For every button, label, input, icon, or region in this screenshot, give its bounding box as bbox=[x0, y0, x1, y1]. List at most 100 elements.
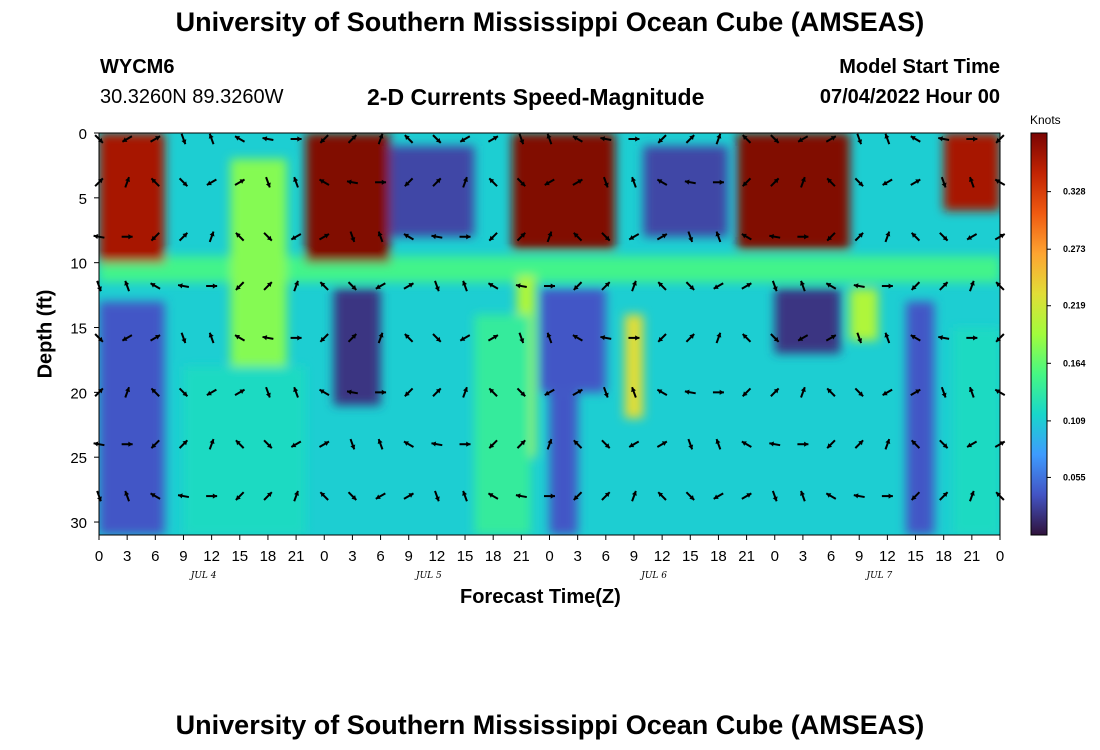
current-arrow bbox=[741, 134, 752, 144]
current-arrow bbox=[377, 133, 384, 145]
current-arrow bbox=[290, 440, 302, 448]
x-tick-label: 0 bbox=[996, 548, 1004, 565]
current-arrow bbox=[431, 441, 443, 447]
current-arrow bbox=[910, 388, 921, 396]
current-arrow bbox=[882, 178, 893, 186]
current-arrow bbox=[234, 388, 246, 396]
current-arrow bbox=[771, 490, 778, 502]
current-arrow bbox=[487, 492, 499, 500]
current-arrow bbox=[347, 491, 358, 501]
current-arrow bbox=[600, 136, 612, 142]
day-label: JUL 5 bbox=[414, 571, 442, 581]
current-arrow bbox=[769, 233, 781, 240]
current-arrow bbox=[515, 283, 527, 289]
current-arrow bbox=[518, 332, 525, 344]
current-arrow bbox=[290, 136, 302, 142]
current-arrow bbox=[150, 232, 160, 242]
current-arrow bbox=[318, 178, 330, 186]
current-vectors bbox=[93, 133, 1006, 502]
current-arrow bbox=[546, 332, 553, 344]
current-arrow bbox=[544, 388, 555, 396]
current-arrow bbox=[601, 232, 611, 242]
current-arrow bbox=[800, 386, 806, 398]
current-arrow bbox=[404, 134, 414, 144]
current-arrow bbox=[826, 177, 836, 187]
heatmap-cell bbox=[99, 301, 165, 535]
current-arrow bbox=[771, 280, 778, 292]
current-arrow bbox=[797, 334, 809, 342]
current-arrow bbox=[404, 177, 414, 187]
heatmap-cell bbox=[333, 288, 381, 406]
current-arrow bbox=[293, 490, 299, 502]
current-arrow bbox=[235, 281, 245, 291]
current-arrow bbox=[377, 332, 384, 344]
x-tick-label: 6 bbox=[376, 548, 384, 565]
current-arrow bbox=[349, 438, 356, 450]
current-arrow bbox=[938, 136, 950, 142]
x-tick-label: 0 bbox=[320, 548, 328, 565]
current-arrow bbox=[910, 281, 921, 291]
current-arrow bbox=[826, 387, 836, 397]
current-arrow bbox=[488, 177, 498, 187]
current-arrow bbox=[346, 389, 358, 395]
current-arrow bbox=[431, 233, 443, 240]
current-arrow bbox=[884, 133, 891, 145]
current-arrow bbox=[377, 231, 384, 243]
current-arrow bbox=[544, 493, 555, 499]
current-arrow bbox=[206, 178, 217, 186]
x-tick-label: 18 bbox=[710, 548, 727, 565]
current-arrow bbox=[854, 177, 864, 187]
current-arrow bbox=[404, 333, 414, 343]
current-arrow bbox=[544, 178, 555, 186]
current-arrow bbox=[741, 492, 752, 500]
current-arrow bbox=[825, 492, 837, 500]
current-arrow bbox=[826, 439, 836, 449]
current-arrow bbox=[318, 233, 330, 241]
current-arrow bbox=[462, 176, 468, 188]
current-arrow bbox=[631, 386, 637, 398]
current-arrow bbox=[150, 387, 160, 397]
current-arrow bbox=[572, 135, 583, 143]
current-arrow bbox=[715, 231, 722, 243]
current-arrow bbox=[178, 387, 189, 397]
current-arrow bbox=[459, 234, 471, 240]
colorbar bbox=[1030, 132, 1048, 536]
x-tick-label: 3 bbox=[573, 548, 581, 565]
current-arrow bbox=[884, 332, 891, 344]
x-tick-label: 3 bbox=[348, 548, 356, 565]
x-tick-label: 18 bbox=[935, 548, 952, 565]
x-tick-label: 18 bbox=[260, 548, 277, 565]
current-arrow bbox=[884, 231, 891, 243]
current-arrow bbox=[939, 439, 949, 449]
current-arrow bbox=[375, 282, 386, 290]
current-arrow bbox=[375, 492, 386, 500]
current-arrow bbox=[150, 135, 161, 143]
current-arrow bbox=[150, 334, 161, 342]
current-arrow bbox=[628, 136, 640, 142]
current-arrow bbox=[602, 176, 609, 188]
current-arrow bbox=[573, 491, 583, 501]
x-tick-label: 18 bbox=[485, 548, 502, 565]
current-arrow bbox=[713, 282, 724, 290]
current-arrow bbox=[432, 333, 442, 343]
current-arrow bbox=[856, 332, 863, 344]
current-arrow bbox=[124, 280, 130, 292]
model-start-value: 07/04/2022 Hour 00 bbox=[819, 86, 1000, 108]
current-arrow bbox=[518, 133, 525, 145]
current-arrow bbox=[966, 335, 978, 341]
current-arrow bbox=[346, 179, 358, 185]
current-arrow bbox=[208, 133, 215, 145]
current-arrow bbox=[150, 439, 160, 449]
main-title: University of Southern Mississippi Ocean… bbox=[175, 7, 925, 37]
current-arrow bbox=[797, 135, 809, 143]
x-tick-label: 9 bbox=[630, 548, 638, 565]
y-tick-label: 0 bbox=[79, 126, 87, 143]
current-arrow bbox=[150, 492, 161, 500]
current-arrow bbox=[769, 441, 781, 447]
current-arrow bbox=[459, 334, 471, 342]
current-arrow bbox=[515, 493, 527, 499]
current-arrow bbox=[235, 232, 245, 242]
current-arrow bbox=[318, 440, 330, 448]
current-arrow bbox=[797, 441, 809, 447]
current-arrow bbox=[124, 176, 130, 188]
